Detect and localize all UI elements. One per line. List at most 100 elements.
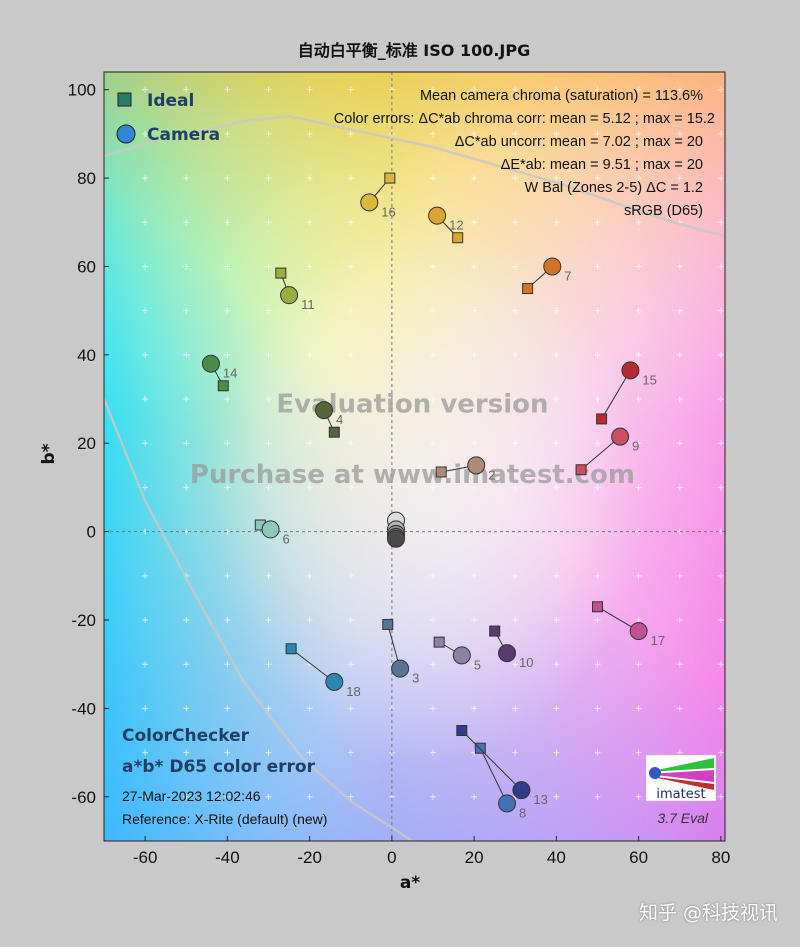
grid-cross — [430, 749, 437, 756]
grid-cross — [142, 219, 149, 226]
grid-cross — [512, 396, 519, 403]
grid-cross — [265, 484, 272, 491]
grid-cross — [717, 219, 724, 226]
point-label-12: 12 — [449, 218, 463, 233]
grid-cross — [676, 617, 683, 624]
x-tick-label: -20 — [297, 848, 322, 867]
stat-mean-chroma: Mean camera chroma (saturation) = 113.6% — [420, 88, 703, 104]
grid-cross — [306, 572, 313, 579]
grid-cross — [347, 351, 354, 358]
grid-cross — [183, 749, 190, 756]
stats-box: Mean camera chroma (saturation) = 113.6%… — [334, 88, 715, 219]
y-axis-label: b* — [39, 443, 59, 464]
grid-cross — [594, 793, 601, 800]
grid-cross — [306, 793, 313, 800]
grid-cross — [717, 130, 724, 137]
grid-cross — [553, 175, 560, 182]
y-tick-label: 40 — [77, 346, 96, 365]
grid-cross — [347, 749, 354, 756]
grid-cross — [347, 617, 354, 624]
grid-cross — [306, 617, 313, 624]
axes: -60 -40 -20 0 20 40 60 80 100 80 60 40 20 0 -20 -40 -60 — [68, 71, 730, 867]
x-tick-label: 40 — [547, 848, 566, 867]
grid-cross — [471, 86, 478, 93]
grid-cross — [142, 175, 149, 182]
grid-cross — [635, 440, 642, 447]
data-marks: 2 3 4 5 6 7 8 9 10 11 12 13 14 15 16 17 18 — [201, 172, 665, 820]
camera-point-10 — [498, 644, 517, 663]
point-label-14: 14 — [223, 366, 237, 381]
grid-cross — [183, 793, 190, 800]
grid-cross — [635, 661, 642, 668]
grid-cross — [471, 484, 478, 491]
grid-cross — [512, 661, 519, 668]
y-tick-label: 0 — [87, 523, 96, 542]
grid-cross — [717, 484, 724, 491]
grid-cross — [512, 307, 519, 314]
grid-cross — [142, 351, 149, 358]
grid-cross — [183, 661, 190, 668]
grid-cross — [512, 219, 519, 226]
grid-cross — [717, 617, 724, 624]
grid-cross — [594, 175, 601, 182]
grid-cross — [471, 351, 478, 358]
grid-cross — [471, 263, 478, 270]
grid-cross — [183, 351, 190, 358]
grid-cross — [553, 617, 560, 624]
grid-cross — [594, 351, 601, 358]
grid-cross — [471, 307, 478, 314]
grid-cross — [347, 572, 354, 579]
grid-cross — [183, 440, 190, 447]
grid-cross — [594, 661, 601, 668]
grid-cross — [142, 86, 149, 93]
grid-cross — [553, 484, 560, 491]
grid-cross — [594, 572, 601, 579]
grid-cross — [553, 86, 560, 93]
grid-cross — [717, 440, 724, 447]
grid-cross — [635, 263, 642, 270]
grid-cross — [717, 396, 724, 403]
ideal-point-5 — [433, 636, 445, 648]
grid-cross — [430, 396, 437, 403]
grid-cross — [430, 86, 437, 93]
grid-cross — [676, 175, 683, 182]
camera-point-3 — [391, 659, 410, 678]
ideal-point-14 — [217, 380, 229, 392]
point-label-8: 8 — [519, 805, 526, 820]
grid-cross — [635, 793, 642, 800]
grid-cross — [265, 396, 272, 403]
x-axis-label: a* — [400, 873, 420, 893]
legend-ideal-label: Ideal — [147, 91, 194, 111]
grid-cross — [430, 572, 437, 579]
grid-cross — [265, 705, 272, 712]
grid-cross — [265, 175, 272, 182]
grid-cross — [594, 440, 601, 447]
point-label-5: 5 — [474, 657, 481, 672]
ideal-point-17 — [592, 601, 604, 613]
grid-cross — [512, 86, 519, 93]
error-line-13 — [461, 730, 522, 791]
grid-cross — [183, 219, 190, 226]
grid-cross — [553, 793, 560, 800]
grid-cross — [183, 307, 190, 314]
grid-cross — [430, 175, 437, 182]
camera-point-12 — [428, 206, 447, 225]
camera-point-9 — [611, 427, 630, 446]
grid-cross — [594, 396, 601, 403]
grid-cross — [347, 661, 354, 668]
imatest-logo: imatest — [645, 754, 717, 802]
grid-cross — [265, 617, 272, 624]
grid-cross — [635, 396, 642, 403]
grid-cross — [142, 130, 149, 137]
grid-cross — [142, 263, 149, 270]
grid-cross — [347, 86, 354, 93]
grid-cross — [142, 705, 149, 712]
grid-cross — [347, 307, 354, 314]
camera-point-17 — [629, 622, 648, 641]
grid-cross — [635, 351, 642, 358]
grid-cross — [224, 617, 231, 624]
point-label-18: 18 — [346, 684, 360, 699]
grid-cross — [512, 572, 519, 579]
point-label-3: 3 — [412, 671, 419, 686]
grid-cross — [183, 396, 190, 403]
